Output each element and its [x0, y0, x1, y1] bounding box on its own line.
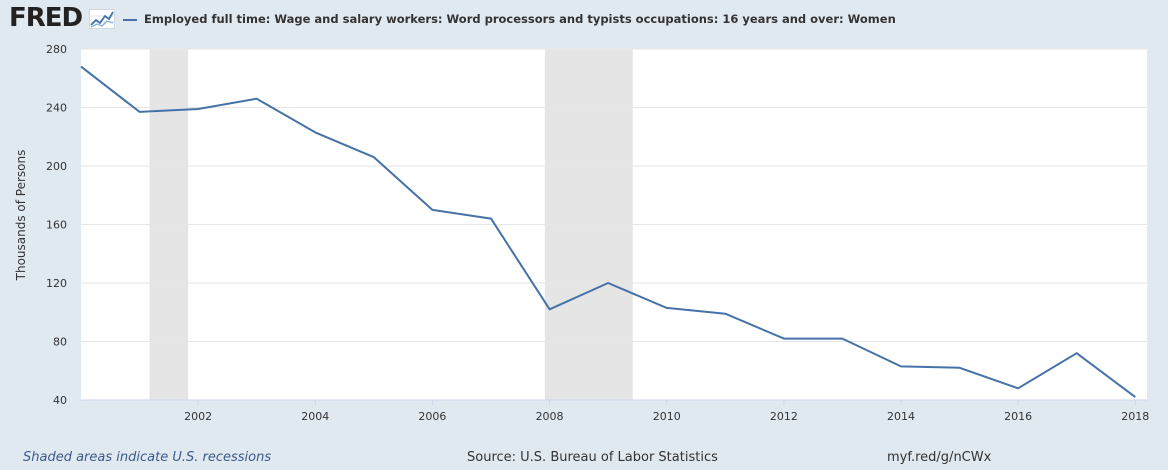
series-line — [80, 65, 1136, 398]
plot-area: 40 80 120 160 200 240 280 2002 2004 2006 2008 2010 2… — [46, 43, 1149, 423]
data-point — [432, 209, 433, 210]
data-point — [315, 132, 316, 133]
data-point — [198, 108, 199, 109]
x-tick-label: 2002 — [184, 410, 212, 423]
x-tick-label: 2018 — [1121, 410, 1149, 423]
y-tick-label: 40 — [53, 394, 67, 407]
source-note: Source: U.S. Bureau of Labor Statistics — [467, 450, 718, 465]
data-point — [373, 157, 374, 158]
x-tick-label: 2010 — [653, 410, 681, 423]
data-point — [1135, 397, 1136, 398]
data-point — [901, 366, 902, 367]
data-point — [256, 98, 257, 99]
fred-logo[interactable]: FRED — [9, 3, 83, 33]
chart-header: FRED Employed full time: Wage and salary… — [0, 0, 1168, 40]
data-point — [608, 283, 609, 284]
y-tick-label: 120 — [46, 277, 67, 290]
data-point — [549, 309, 550, 310]
y-tick-label: 240 — [46, 102, 67, 115]
data-point — [959, 367, 960, 368]
data-point — [1018, 388, 1019, 389]
y-tick-label: 160 — [46, 219, 67, 232]
y-tick-label: 80 — [53, 336, 67, 349]
line-chart: 40 80 120 160 200 240 280 2002 2004 2006 2008 2010 2… — [14, 43, 1149, 423]
x-tick-label: 2016 — [1004, 410, 1032, 423]
y-tick-label: 280 — [46, 43, 67, 56]
x-tick-label: 2006 — [418, 410, 446, 423]
chart-footer: Shaded areas indicate U.S. recessions So… — [0, 450, 1168, 468]
data-point — [842, 338, 843, 339]
data-point — [725, 313, 726, 314]
x-tick-label: 2004 — [301, 410, 329, 423]
data-point — [783, 338, 784, 339]
y-axis-title: Thousands of Persons — [14, 150, 28, 282]
recession-note: Shaded areas indicate U.S. recessions — [23, 450, 272, 465]
x-tick-label: 2008 — [536, 410, 564, 423]
data-point — [139, 111, 140, 112]
x-tick-label: 2012 — [770, 410, 798, 423]
legend-swatch — [123, 19, 137, 21]
short-url[interactable]: myf.red/g/nCWx — [887, 450, 992, 465]
data-point — [81, 66, 82, 67]
x-tick-label: 2014 — [887, 410, 915, 423]
legend-label: Employed full time: Wage and salary work… — [144, 12, 896, 26]
line-graph-icon — [89, 9, 115, 29]
data-point — [1076, 353, 1077, 354]
y-tick-label: 200 — [46, 160, 67, 173]
data-point — [491, 218, 492, 219]
data-point — [666, 307, 667, 308]
